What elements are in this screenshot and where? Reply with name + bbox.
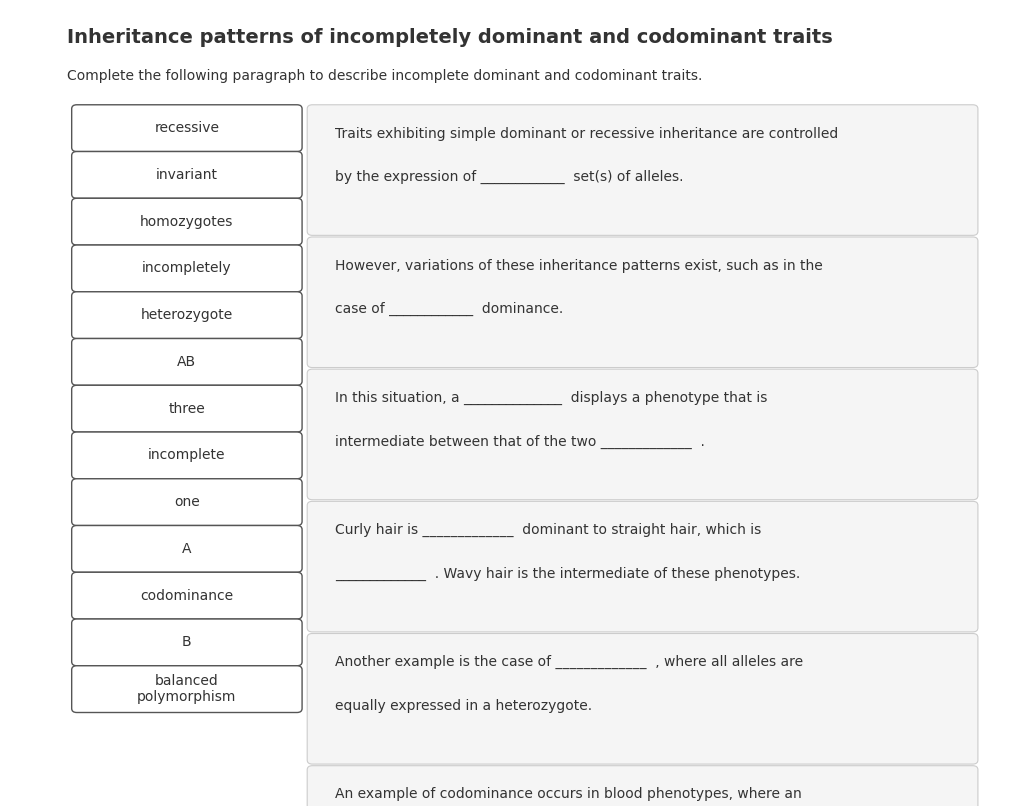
Text: balanced
polymorphism: balanced polymorphism <box>137 674 237 704</box>
Text: Inheritance patterns of incompletely dominant and codominant traits: Inheritance patterns of incompletely dom… <box>67 28 833 48</box>
Text: one: one <box>174 495 200 509</box>
Text: intermediate between that of the two _____________  .: intermediate between that of the two ___… <box>335 434 705 449</box>
FancyBboxPatch shape <box>72 152 302 198</box>
Text: _____________  . Wavy hair is the intermediate of these phenotypes.: _____________ . Wavy hair is the interme… <box>335 567 800 581</box>
FancyBboxPatch shape <box>307 369 978 500</box>
FancyBboxPatch shape <box>307 766 978 806</box>
FancyBboxPatch shape <box>72 292 302 339</box>
Text: homozygotes: homozygotes <box>140 214 233 229</box>
Text: B: B <box>182 635 191 650</box>
FancyBboxPatch shape <box>72 619 302 666</box>
FancyBboxPatch shape <box>72 572 302 619</box>
Text: Curly hair is _____________  dominant to straight hair, which is: Curly hair is _____________ dominant to … <box>335 523 761 538</box>
FancyBboxPatch shape <box>307 501 978 632</box>
Text: incomplete: incomplete <box>148 448 225 463</box>
FancyBboxPatch shape <box>72 666 302 713</box>
Text: A: A <box>182 542 191 556</box>
Text: However, variations of these inheritance patterns exist, such as in the: However, variations of these inheritance… <box>335 259 822 272</box>
FancyBboxPatch shape <box>72 245 302 292</box>
FancyBboxPatch shape <box>72 526 302 572</box>
FancyBboxPatch shape <box>72 432 302 479</box>
FancyBboxPatch shape <box>307 634 978 764</box>
Text: equally expressed in a heterozygote.: equally expressed in a heterozygote. <box>335 699 592 713</box>
Text: An example of codominance occurs in blood phenotypes, where an: An example of codominance occurs in bloo… <box>335 787 802 801</box>
FancyBboxPatch shape <box>307 105 978 235</box>
Text: AB: AB <box>177 355 197 369</box>
Text: Another example is the case of _____________  , where all alleles are: Another example is the case of _________… <box>335 655 803 670</box>
FancyBboxPatch shape <box>72 339 302 385</box>
Text: Complete the following paragraph to describe incomplete dominant and codominant : Complete the following paragraph to desc… <box>67 69 701 82</box>
Text: recessive: recessive <box>155 121 219 135</box>
Text: three: three <box>169 401 205 416</box>
Text: heterozygote: heterozygote <box>140 308 233 322</box>
Text: Traits exhibiting simple dominant or recessive inheritance are controlled: Traits exhibiting simple dominant or rec… <box>335 127 838 140</box>
Text: case of ____________  dominance.: case of ____________ dominance. <box>335 302 563 317</box>
Text: by the expression of ____________  set(s) of alleles.: by the expression of ____________ set(s)… <box>335 170 683 185</box>
FancyBboxPatch shape <box>72 198 302 245</box>
Text: codominance: codominance <box>140 588 233 603</box>
FancyBboxPatch shape <box>307 237 978 368</box>
Text: incompletely: incompletely <box>142 261 231 276</box>
FancyBboxPatch shape <box>72 385 302 432</box>
FancyBboxPatch shape <box>72 479 302 526</box>
FancyBboxPatch shape <box>72 105 302 152</box>
Text: In this situation, a ______________  displays a phenotype that is: In this situation, a ______________ disp… <box>335 391 767 405</box>
Text: invariant: invariant <box>156 168 218 182</box>
